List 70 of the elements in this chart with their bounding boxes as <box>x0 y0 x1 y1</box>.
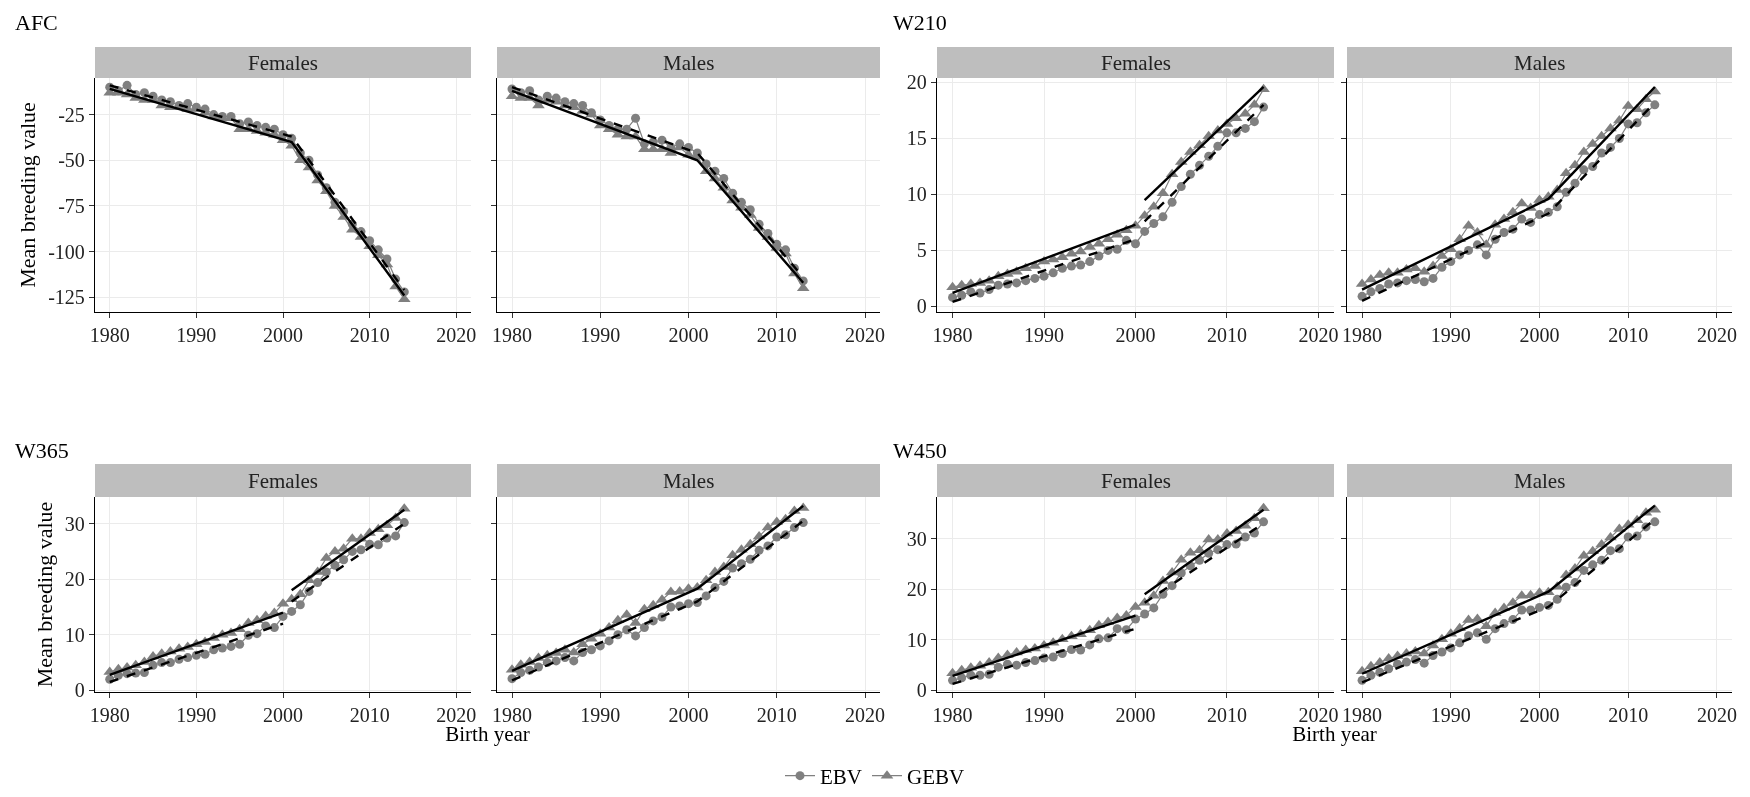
y-tick-label: 20 <box>906 578 927 601</box>
y-tick-label: 15 <box>906 127 927 150</box>
x-tick-label: 2010 <box>756 704 797 727</box>
x-tick-label: 1990 <box>1024 324 1065 347</box>
x-tick-label: 2000 <box>1519 704 1560 727</box>
y-tick-label: 10 <box>64 623 85 646</box>
x-tick-label: 2000 <box>263 324 303 347</box>
y-tick-label: 20 <box>64 568 85 591</box>
x-tick-label: 1980 <box>1342 324 1383 347</box>
x-tick-label: 2020 <box>1696 704 1737 727</box>
chart-subtitle: Females <box>248 51 318 75</box>
y-tick-label: 30 <box>64 512 85 535</box>
legend-label: EBV <box>820 764 862 789</box>
x-tick-label: 2010 <box>1608 324 1649 347</box>
x-tick-label: 1990 <box>580 324 621 347</box>
x-tick-label: 2010 <box>1206 324 1247 347</box>
x-tick-label: 1980 <box>932 704 973 727</box>
y-axis-title: Mean breeding value <box>15 102 41 288</box>
x-tick-label: 2000 <box>1115 704 1156 727</box>
chart-subtitle: Females <box>1101 469 1171 493</box>
y-tick-label: 30 <box>906 527 927 550</box>
y-tick-label: 0 <box>916 679 927 702</box>
x-tick-label: 1990 <box>176 704 217 727</box>
x-tick-label: 1980 <box>89 704 130 727</box>
y-tick-label: -25 <box>58 103 85 126</box>
x-tick-label: 2000 <box>1115 324 1156 347</box>
y-tick-label: 20 <box>906 71 927 94</box>
y-tick-label: -125 <box>48 286 85 309</box>
x-tick-label: 2010 <box>349 704 390 727</box>
chart-title: AFC <box>15 9 58 35</box>
chart-subtitle: Males <box>1514 51 1566 75</box>
chart-subtitle: Females <box>1101 51 1171 75</box>
chart-subtitle: Males <box>1514 469 1566 493</box>
y-axis-title: Mean breeding value <box>31 501 57 688</box>
chart-subtitle: Females <box>248 469 318 493</box>
x-tick-label: 1990 <box>1430 704 1471 727</box>
x-tick-label: 2010 <box>1206 704 1247 727</box>
x-tick-label: 2000 <box>1519 324 1560 347</box>
chart-subtitle: Males <box>663 51 715 75</box>
x-tick-label: 2020 <box>1696 324 1737 347</box>
x-tick-label: 2020 <box>845 704 885 727</box>
x-tick-label: 2020 <box>1298 324 1339 347</box>
x-tick-label: 2010 <box>756 324 797 347</box>
y-tick-label: 0 <box>74 679 85 702</box>
x-tick-label: 2000 <box>668 324 709 347</box>
legend-label: GEBV <box>907 764 965 789</box>
y-tick-label: 5 <box>916 239 927 262</box>
x-tick-label: 1980 <box>492 324 532 347</box>
chart-title: W210 <box>893 9 947 35</box>
x-tick-label: 2000 <box>668 704 709 727</box>
chart-title: W365 <box>15 437 69 463</box>
y-tick-label: 10 <box>906 628 927 651</box>
y-tick-label: -50 <box>58 149 85 172</box>
x-tick-label: 2020 <box>845 324 885 347</box>
x-tick-label: 2010 <box>1608 704 1649 727</box>
y-tick-label: -100 <box>48 240 85 263</box>
x-tick-label: 1990 <box>1024 704 1065 727</box>
y-tick-label: 0 <box>916 295 927 318</box>
x-tick-label: 1990 <box>176 324 217 347</box>
y-tick-label: 10 <box>906 183 927 206</box>
chart-subtitle: Males <box>663 469 715 493</box>
chart-title: W450 <box>893 437 947 463</box>
x-tick-label: 1980 <box>89 324 130 347</box>
x-tick-label: 1980 <box>932 324 973 347</box>
x-tick-label: 1990 <box>580 704 621 727</box>
x-tick-label: 2000 <box>263 704 303 727</box>
y-tick-label: -75 <box>58 194 85 217</box>
x-tick-label: 1990 <box>1430 324 1471 347</box>
x-tick-label: 2020 <box>436 324 477 347</box>
x-tick-label: 2010 <box>349 324 390 347</box>
